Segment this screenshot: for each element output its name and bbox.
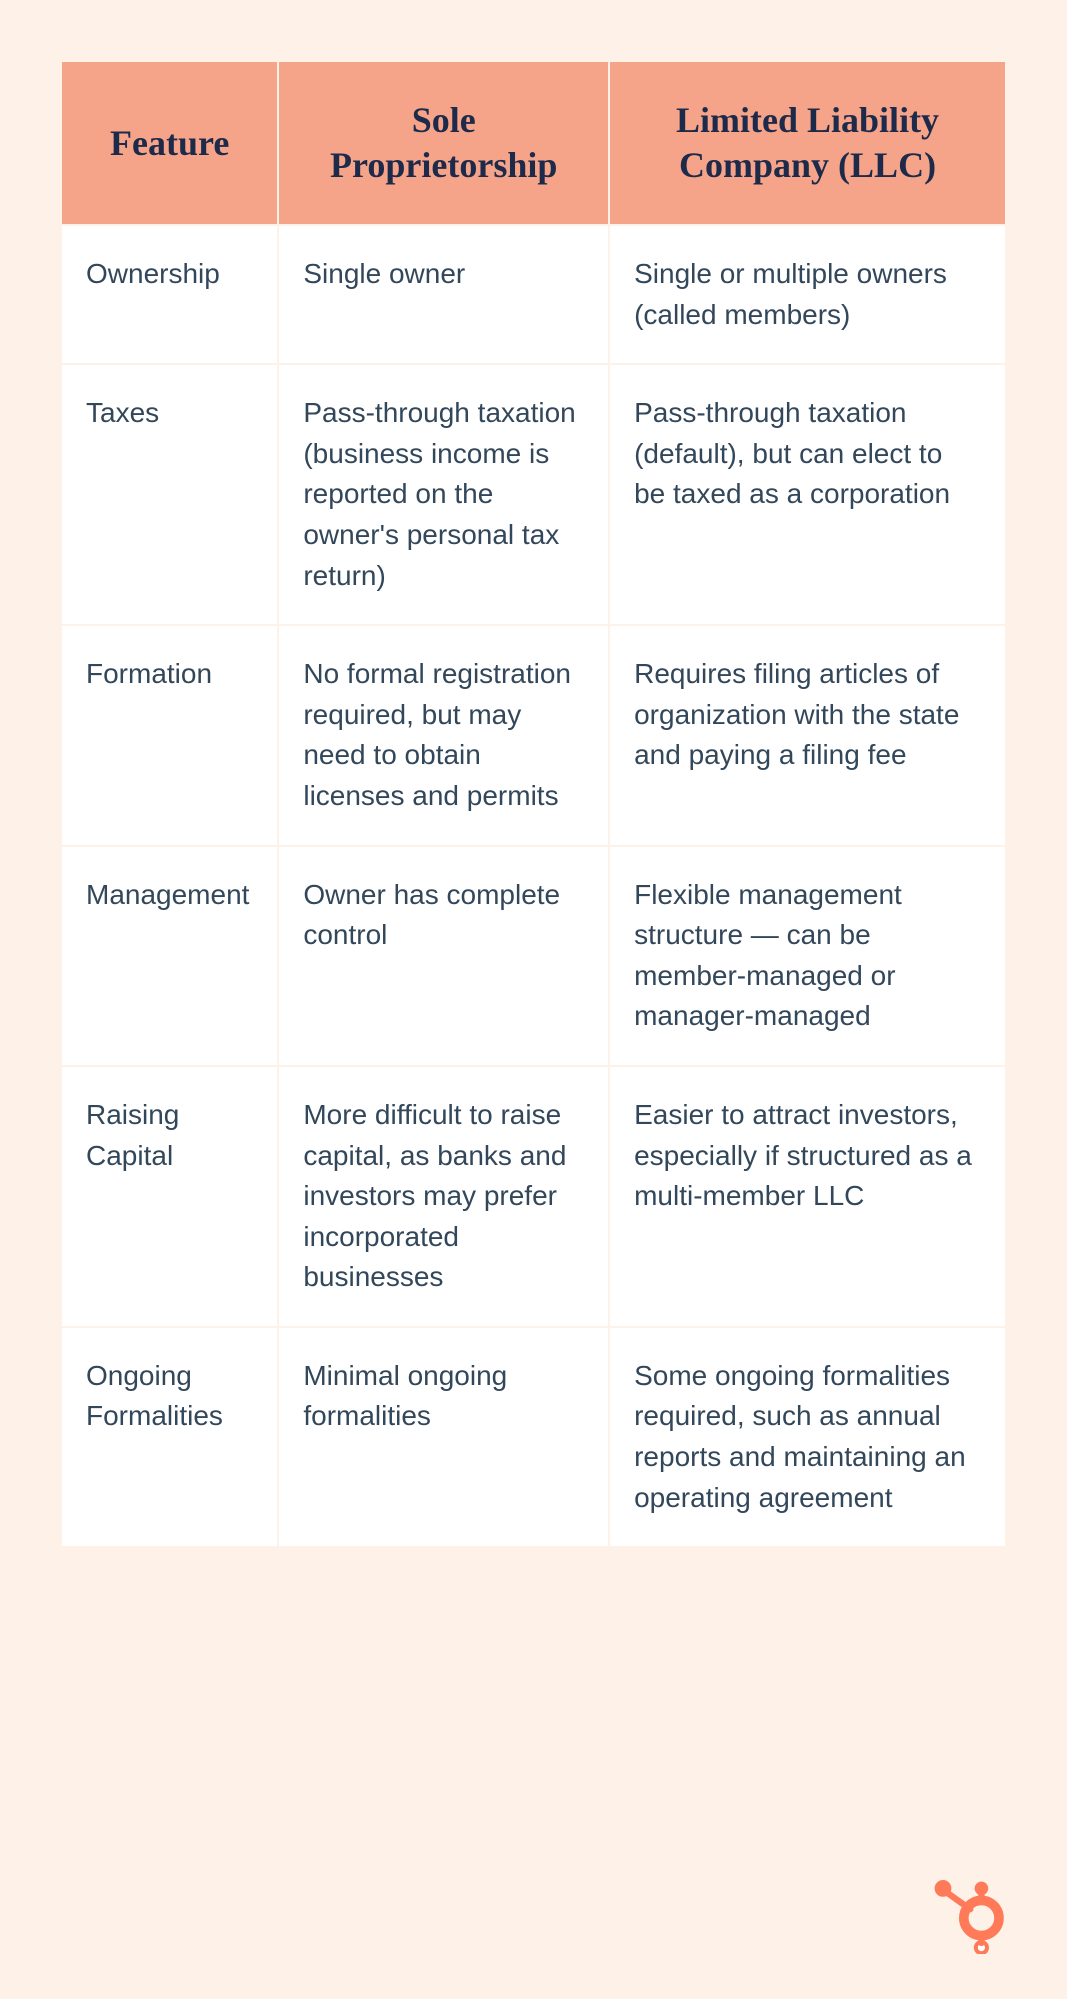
table-row: Manage­ment Owner has complete control F… [61,846,1006,1066]
feature-cell: Manage­ment [61,846,278,1066]
hubspot-logo-icon [927,1874,1007,1954]
sp-cell: More difficult to raise capital, as bank… [278,1066,609,1327]
table-row: Formation No formal registration require… [61,625,1006,845]
sp-cell: No formal registration required, but may… [278,625,609,845]
sp-cell: Single owner [278,225,609,364]
table-body: Ownership Single owner Single or multipl… [61,225,1006,1547]
column-header-sole-proprietorship: Sole Proprietorship [278,61,609,225]
feature-cell: Taxes [61,364,278,625]
column-header-feature: Feature [61,61,278,225]
table-row: Taxes Pass-through taxation (business in… [61,364,1006,625]
table-header-row: Feature Sole Proprietorship Limited Liab… [61,61,1006,225]
llc-cell: Flexible management structure — can be m… [609,846,1006,1066]
llc-cell: Pass-through taxation (default), but can… [609,364,1006,625]
sp-cell: Owner has complete control [278,846,609,1066]
table-row: Ownership Single owner Single or multipl… [61,225,1006,364]
feature-cell: Formation [61,625,278,845]
llc-cell: Easier to attract investors, especially … [609,1066,1006,1327]
llc-cell: Requires filing articles of organization… [609,625,1006,845]
sp-cell: Pass-through taxation (business income i… [278,364,609,625]
feature-cell: Raising Capital [61,1066,278,1327]
feature-cell: Ongoing Formalities [61,1327,278,1547]
llc-cell: Some ongoing formalities required, such … [609,1327,1006,1547]
llc-cell: Single or multiple owners (called member… [609,225,1006,364]
table-row: Raising Capital More difficult to raise … [61,1066,1006,1327]
sp-cell: Minimal ongoing formalities [278,1327,609,1547]
column-header-llc: Limited Liability Company (LLC) [609,61,1006,225]
comparison-table: Feature Sole Proprietorship Limited Liab… [60,60,1007,1548]
feature-cell: Ownership [61,225,278,364]
table-row: Ongoing Formalities Minimal ongoing form… [61,1327,1006,1547]
